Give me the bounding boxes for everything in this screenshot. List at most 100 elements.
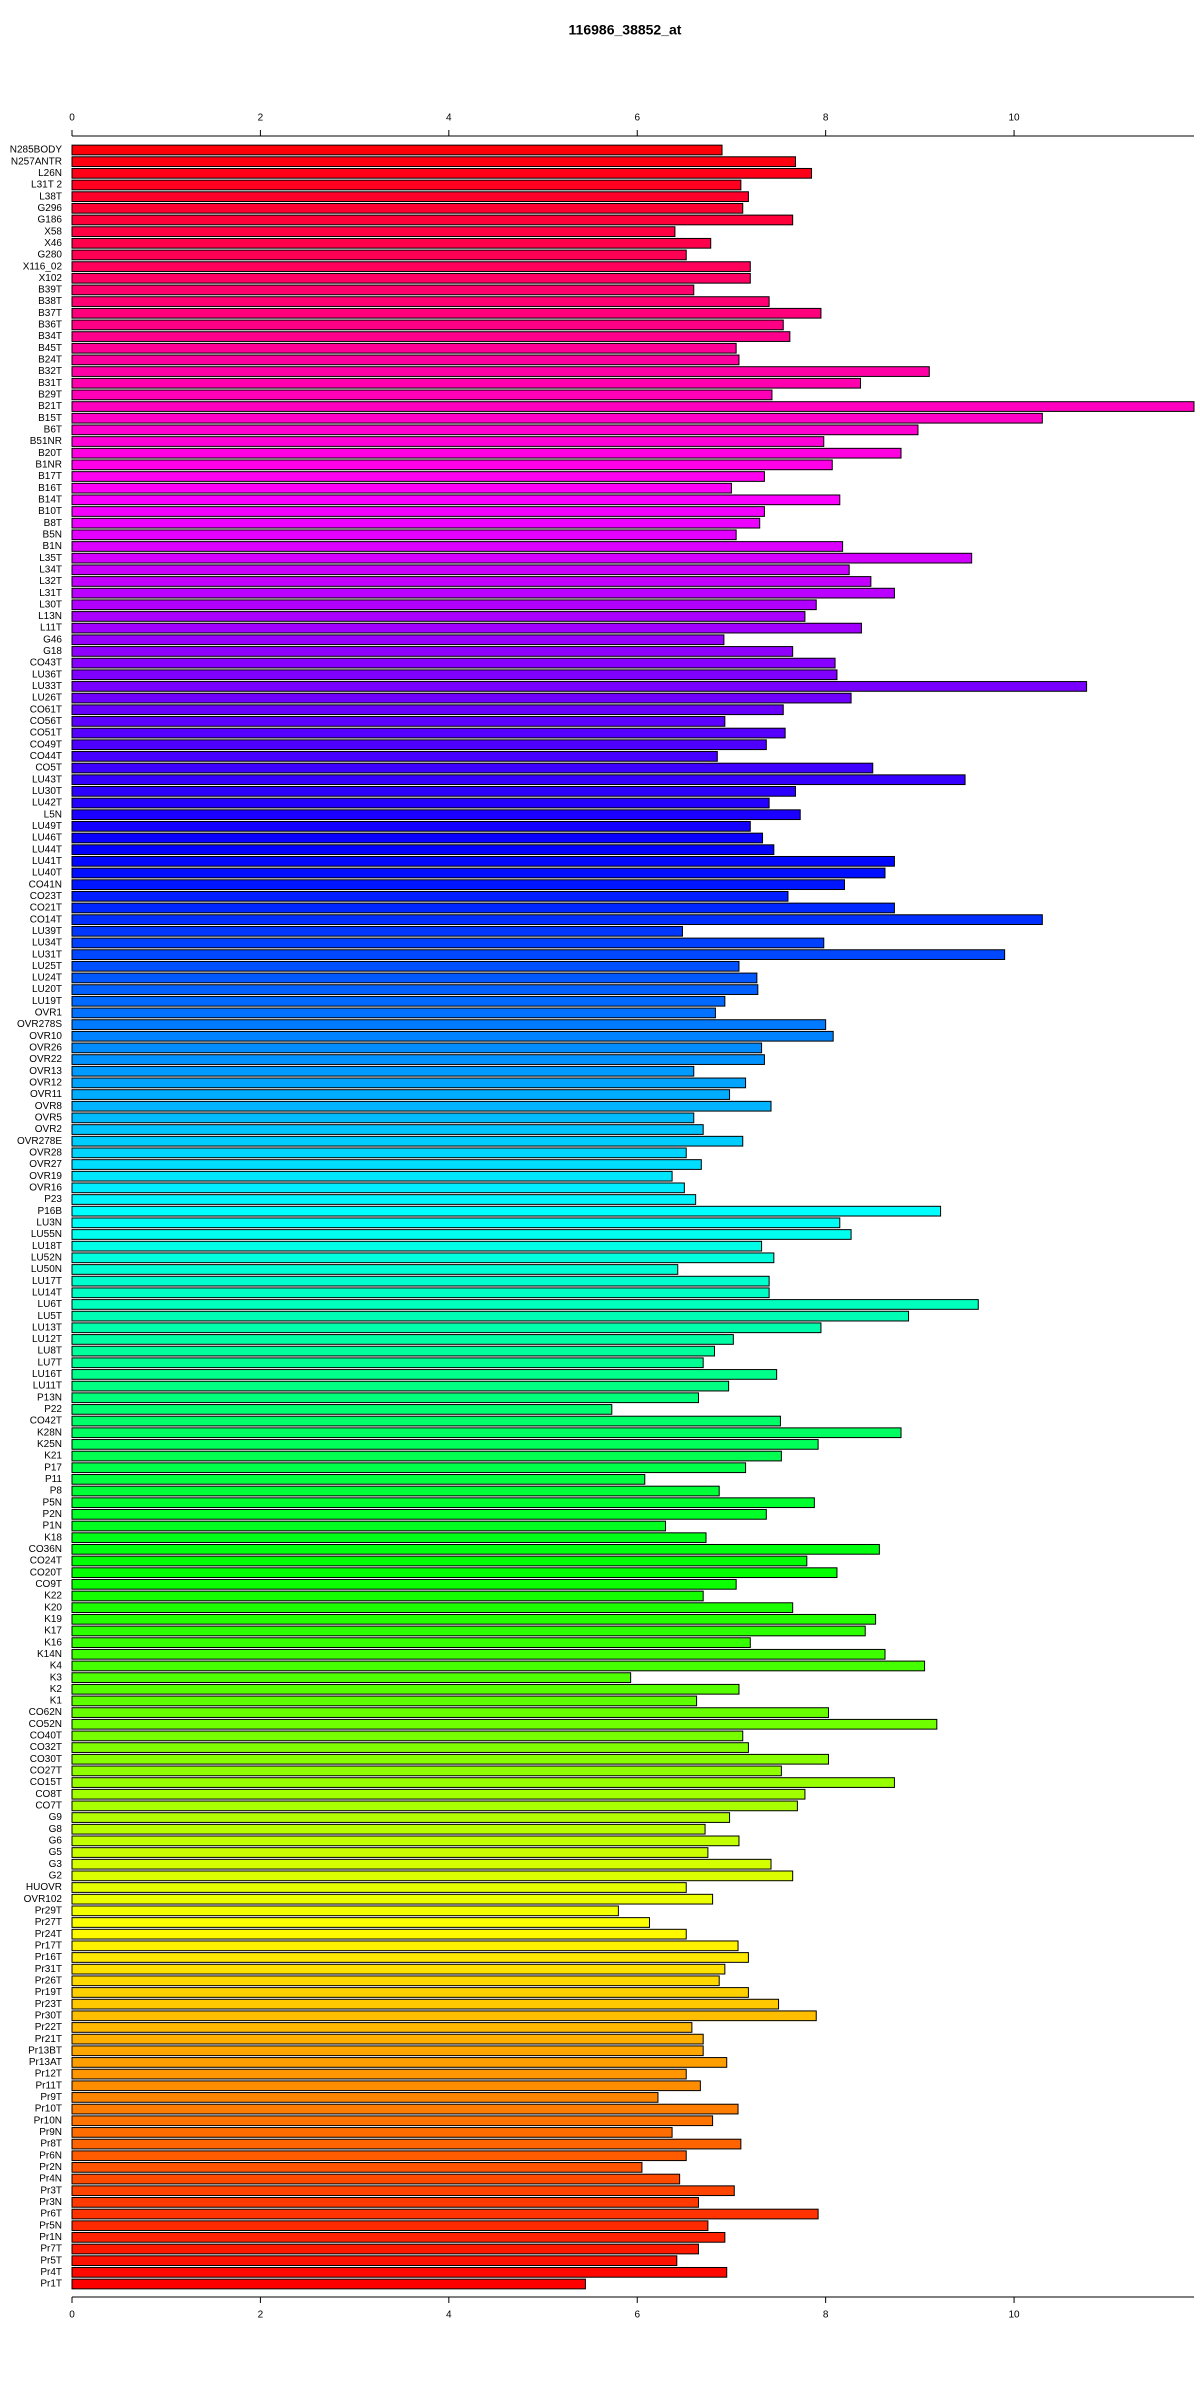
- bar: [71, 587, 895, 599]
- bar: [71, 319, 784, 331]
- y-tick-label: CO49T: [30, 739, 62, 750]
- bar: [71, 1812, 731, 1823]
- y-tick-label: CO27T: [30, 1766, 62, 1777]
- y-tick-label: Pr21T: [35, 2034, 62, 2045]
- y-tick-label: CO52N: [29, 1719, 62, 1730]
- bar: [71, 459, 833, 471]
- bar: [71, 1718, 938, 1730]
- x-tick-label: 2: [258, 113, 264, 124]
- y-tick-label: B39T: [38, 285, 62, 296]
- y-tick-label: LU7T: [38, 1357, 62, 1368]
- bar: [71, 925, 683, 937]
- bar: [71, 762, 874, 774]
- y-tick-label: OVR2: [35, 1124, 63, 1135]
- bar: [71, 1905, 619, 1917]
- bar: [71, 2127, 673, 2138]
- bar: [71, 832, 764, 844]
- y-tick-label: LU55N: [31, 1229, 62, 1240]
- bar: [71, 2220, 709, 2232]
- y-tick-label: K25N: [37, 1439, 62, 1450]
- bar: [71, 412, 1043, 424]
- y-tick-label: K19: [44, 1614, 62, 1625]
- bar: [71, 144, 723, 156]
- y-tick-label: HUOVR: [26, 1882, 62, 1893]
- bar: [71, 1683, 740, 1695]
- bar: [71, 366, 930, 377]
- x-tick-label: 4: [446, 113, 452, 124]
- bar: [71, 1870, 794, 1882]
- y-tick-label: OVR102: [24, 1894, 63, 1905]
- bar: [71, 377, 862, 389]
- bar: [71, 2243, 699, 2255]
- y-tick-label: OVR28: [29, 1148, 62, 1159]
- bar: [71, 1975, 720, 1987]
- y-tick-label: K18: [44, 1532, 62, 1543]
- bar: [71, 1765, 782, 1777]
- y-tick-label: K28N: [37, 1427, 62, 1438]
- bar: [71, 797, 770, 809]
- bar: [71, 354, 740, 366]
- y-tick-label: CO40T: [30, 1731, 62, 1742]
- bar: [71, 249, 687, 261]
- y-tick-label: LU20T: [32, 984, 62, 995]
- y-tick-label: P1N: [43, 1521, 62, 1532]
- bar: [71, 669, 838, 681]
- y-tick-label: Pr8T: [40, 2139, 62, 2150]
- y-tick-label: L26N: [38, 168, 62, 179]
- y-tick-label: Pr17T: [35, 1940, 62, 1951]
- bar: [71, 272, 751, 284]
- y-tick-label: Pr6N: [39, 2150, 62, 2161]
- bar: [71, 1648, 886, 1660]
- bar: [71, 1788, 806, 1800]
- y-tick-label: L31T 2: [31, 180, 62, 191]
- y-tick-label: OVR26: [29, 1043, 62, 1054]
- y-tick-label: X46: [44, 238, 62, 249]
- y-tick-label: B34T: [38, 331, 62, 342]
- y-tick-label: LU49T: [32, 821, 62, 832]
- x-tick-label: 8: [823, 2310, 829, 2321]
- bar: [71, 179, 742, 191]
- bar: [71, 1882, 687, 1893]
- y-tick-label: OVR19: [29, 1171, 62, 1182]
- bar: [71, 1357, 704, 1369]
- y-tick-label: G296: [38, 203, 63, 214]
- y-tick-label: CO43T: [30, 658, 62, 669]
- y-tick-label: B6T: [44, 425, 62, 436]
- bar: [71, 2092, 659, 2103]
- bar: [71, 296, 770, 307]
- y-tick-label: Pr16T: [35, 1952, 62, 1963]
- bar: [71, 2103, 739, 2115]
- y-tick-label: CO41N: [29, 879, 62, 890]
- y-tick-label: Pr23T: [35, 1999, 62, 2010]
- y-tick-label: K3: [50, 1672, 63, 1683]
- bar: [71, 1054, 765, 1065]
- y-tick-label: L13N: [38, 611, 62, 622]
- bar: [71, 1089, 731, 1100]
- bar: [71, 937, 825, 949]
- y-tick-label: CO14T: [30, 914, 62, 925]
- bar: [71, 1299, 979, 1310]
- y-tick-label: P2N: [43, 1509, 62, 1520]
- y-tick-label: OVR11: [30, 1089, 62, 1100]
- bar: [71, 1392, 699, 1404]
- y-tick-label: Pr22T: [35, 2022, 62, 2033]
- y-tick-label: LU13T: [32, 1322, 62, 1333]
- y-tick-label: LU12T: [32, 1334, 62, 1345]
- y-tick-label: B5N: [43, 529, 62, 540]
- bar: [71, 692, 852, 704]
- y-tick-label: CO5T: [35, 763, 62, 774]
- y-tick-label: Pr1N: [39, 2232, 62, 2243]
- bar: [71, 1497, 815, 1509]
- y-tick-label: LU50N: [31, 1264, 62, 1275]
- bar: [71, 1987, 749, 1998]
- bar: [71, 890, 789, 902]
- bar: [71, 1952, 749, 1963]
- bar: [71, 1205, 942, 1217]
- y-tick-label: CO21T: [30, 903, 62, 914]
- y-tick-label: LU41T: [32, 856, 62, 867]
- bar: [71, 1345, 715, 1357]
- y-tick-label: X58: [44, 226, 62, 237]
- y-tick-label: G2: [49, 1870, 63, 1881]
- y-tick-label: P16B: [38, 1206, 63, 1217]
- y-tick-label: CO24T: [30, 1556, 62, 1567]
